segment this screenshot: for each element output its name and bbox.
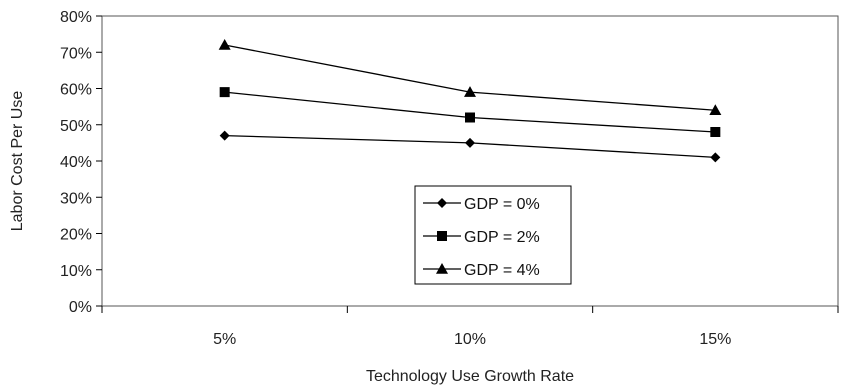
series-diamond — [219, 130, 721, 163]
x-axis: 5% 10% 15% — [101, 306, 839, 348]
data-point — [710, 152, 721, 163]
legend-marker — [436, 263, 448, 274]
legend-marker — [437, 198, 447, 208]
x-tick-label: 15% — [699, 331, 731, 348]
series-layer — [218, 39, 722, 163]
legend-label: GDP = 2% — [464, 229, 540, 246]
y-axis-title: Labor Cost Per Use — [9, 91, 26, 232]
data-point — [218, 39, 231, 50]
y-axis: 0% 10% 20% 30% 40% 50% 60% 70% 80% — [60, 9, 102, 316]
y-tick-label: 0% — [69, 299, 92, 316]
x-tick-label: 10% — [454, 331, 486, 348]
data-point — [465, 112, 475, 123]
data-point — [709, 104, 722, 116]
legend: GDP = 0% GDP = 2% GDP = 4% — [414, 185, 572, 285]
y-tick-label: 10% — [60, 263, 92, 280]
y-tick-label: 30% — [60, 190, 92, 207]
series-line — [224, 44, 716, 111]
data-point — [219, 130, 230, 141]
data-point — [464, 86, 476, 97]
y-tick-label: 50% — [60, 118, 92, 135]
legend-label: GDP = 4% — [464, 262, 540, 279]
legend-label: GDP = 0% — [464, 196, 540, 213]
data-point — [219, 87, 230, 98]
series-square — [219, 87, 721, 137]
legend-marker — [437, 231, 447, 241]
series-line — [224, 91, 716, 133]
x-tick-label: 5% — [213, 331, 236, 348]
data-point — [465, 137, 475, 148]
y-tick-label: 60% — [60, 82, 92, 99]
series-triangle — [218, 39, 722, 116]
x-axis-title: Technology Use Growth Rate — [366, 368, 574, 385]
y-tick-label: 40% — [60, 154, 92, 171]
y-tick-label: 80% — [60, 9, 92, 26]
data-point — [710, 127, 721, 137]
y-tick-label: 70% — [60, 45, 92, 62]
y-tick-label: 20% — [60, 227, 92, 244]
